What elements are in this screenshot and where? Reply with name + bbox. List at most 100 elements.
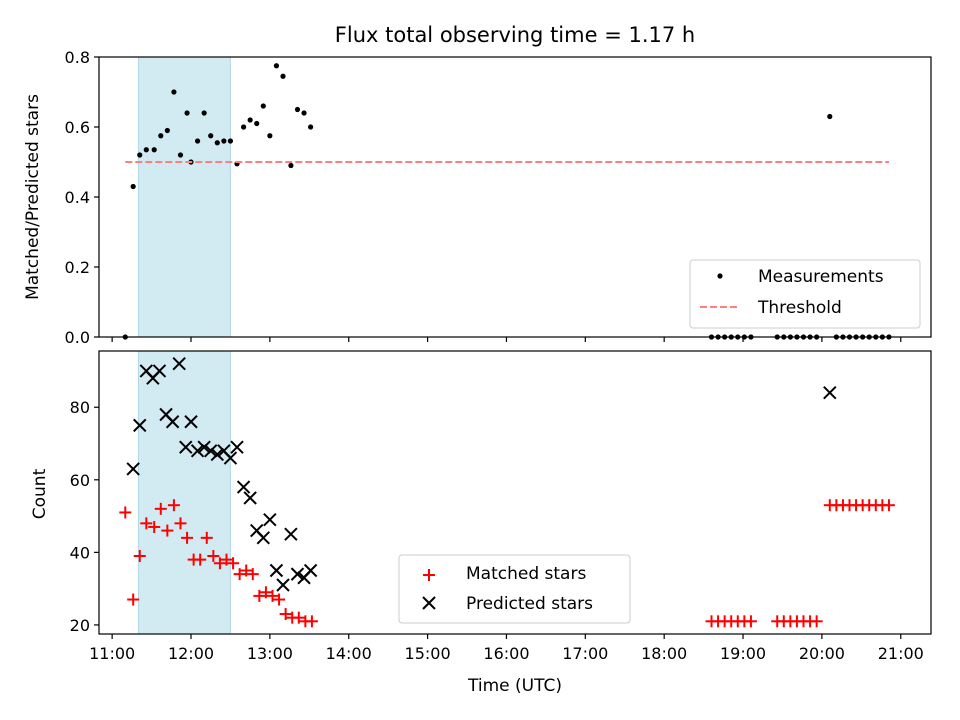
matched-stars-point [246,568,259,581]
matched-stars-point [292,611,305,624]
x-tick-label: 12:00 [168,644,214,663]
predicted-stars-point [269,563,284,578]
x-axis-label: Time (UTC) [467,676,562,696]
matched-stars-point [744,615,757,628]
matched-stars-point [240,564,253,577]
measurements-point [273,63,280,69]
measurements-point [201,110,207,116]
matched-stars-point [266,589,279,602]
matched-stars-point [161,524,174,537]
predicted-stars-point [223,451,238,465]
matched-stars-point [253,589,266,602]
matched-stars-point [279,608,292,621]
matched-stars-point [233,568,246,581]
legend-matched-marker [423,569,435,581]
predicted-stars-point [303,563,318,578]
measurements-point [221,138,227,144]
measurements-point [227,138,234,144]
x-tick-label: 17:00 [562,644,608,663]
bottom-y-tick-label: 60 [70,471,90,490]
matched-stars-point [174,517,187,530]
bottom-y-tick-label: 40 [70,543,90,562]
x-tick-label: 21:00 [878,644,924,663]
matched-stars-point [154,502,167,515]
predicted-stars-point [133,418,147,433]
matched-stars-point [220,553,233,566]
bottom-y-axis-label: Count [30,468,50,519]
matched-stars-point [119,506,132,519]
matched-stars-point [213,557,226,570]
measurements-point [240,124,247,130]
measurements-point [143,147,149,153]
predicted-stars-point [126,462,140,476]
bottom-plot-frame [98,350,932,635]
measurements-point [171,89,177,95]
matched-stars-point [305,615,318,628]
matched-stars-point [167,499,180,512]
predicted-stars-point [165,415,180,429]
top-y-axis-label: Matched/Predicted stars [23,94,43,300]
measurements-point [151,147,157,153]
predicted-stars-point [276,578,290,592]
legend-matched-label: Matched stars [466,564,586,584]
predicted-stars-point [210,447,225,462]
predicted-stars-point [190,444,205,458]
bottom-legend: Matched stars Predicted stars [398,554,631,624]
measurements-point [280,73,286,79]
top-panel: 0.00.20.40.60.8 Matched/Predicted stars … [23,48,932,347]
measurements-point [247,117,253,123]
matched-stars-point [194,553,207,566]
matched-stars-point [140,517,153,530]
measurements-point [260,103,266,109]
predicted-stars-point [179,440,193,454]
measurements-point [267,133,273,139]
predicted-stars-point [256,531,271,545]
measurements-point [288,162,294,169]
top-y-tick-label: 0.8 [65,48,90,67]
measurements-point [214,140,220,146]
predicted-stars-point [236,480,251,494]
matched-stars-point [133,549,146,562]
x-tick-label: 15:00 [405,644,451,663]
measurements-point [184,110,190,116]
legend-predicted-label: Predicted stars [466,594,593,614]
measurements-point [158,133,164,139]
predicted-stars-point [284,527,298,541]
bottom-panel: 20 40 60 80 11:00 12:00 13:00 14:00 15:00 16:00 17… [30,350,932,696]
top-y-tick-label: 0.4 [65,188,90,207]
bottom-y-tick-label: 20 [70,616,90,635]
legend-threshold-label: Threshold [757,298,842,318]
x-tick-label: 18:00 [641,644,687,663]
top-shaded-span [137,56,231,338]
predicted-stars-point [263,513,277,527]
matched-stars-point [810,615,823,628]
predicted-stars-point [152,364,167,378]
x-tick-label: 19:00 [720,644,766,663]
measurements-point [194,138,201,144]
measurements-point [137,152,143,158]
measurements-point [294,106,301,113]
legend-measurements-marker [717,273,723,279]
predicted-stars-point [823,386,837,400]
x-tick-label: 13:00 [247,644,293,663]
matched-stars-point [200,531,213,544]
predicted-stars-point [172,356,186,371]
measurements-point [254,120,260,127]
predicted-stars-point [184,415,198,429]
legend-measurements-label: Measurements [758,267,884,287]
bottom-y-tick-label: 80 [70,398,90,417]
matched-stars-point [207,549,220,562]
legend-predicted-marker [422,596,436,610]
measurements-point [301,110,307,116]
predicted-stars-point [197,440,211,454]
x-tick-label: 14:00 [326,644,372,663]
matched-stars-point [882,499,895,512]
predicted-stars-point [204,444,218,458]
matched-stars-point [259,586,272,599]
measurements-point [208,133,214,139]
measurements-point [308,124,314,130]
matched-stars-point [227,557,240,570]
top-legend-box [689,259,921,329]
top-y-tick-label: 0.0 [65,328,90,347]
